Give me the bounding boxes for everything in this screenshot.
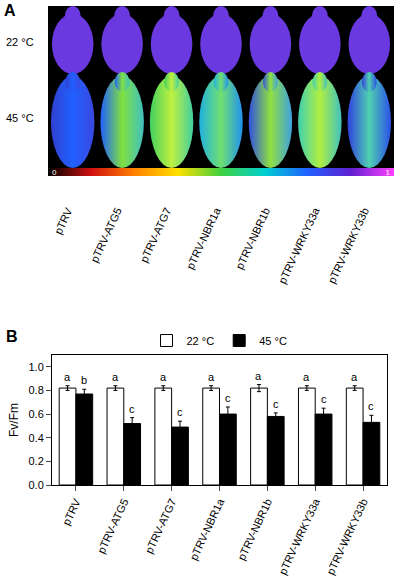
svg-text:a: a <box>303 371 310 383</box>
svg-text:a: a <box>160 371 167 383</box>
svg-text:a: a <box>64 371 71 383</box>
svg-text:0: 0 <box>52 168 57 177</box>
svg-text:pTRV-ATG5: pTRV-ATG5 <box>95 497 131 555</box>
svg-text:pTRV-WRKY33b: pTRV-WRKY33b <box>324 497 370 577</box>
svg-text:pTRV-ATG5: pTRV-ATG5 <box>88 206 124 264</box>
svg-text:a: a <box>208 371 215 383</box>
svg-text:0.2: 0.2 <box>29 455 44 467</box>
svg-text:pTRV-WRKY33a: pTRV-WRKY33a <box>276 496 322 576</box>
svg-text:pTRV-NBR1a: pTRV-NBR1a <box>184 205 223 271</box>
svg-text:1.0: 1.0 <box>29 361 44 373</box>
svg-text:1: 1 <box>386 168 391 177</box>
svg-text:B: B <box>6 328 18 345</box>
svg-text:c: c <box>273 398 279 410</box>
svg-text:c: c <box>177 406 183 418</box>
svg-text:Fv/Fm: Fv/Fm <box>7 403 21 437</box>
svg-text:a: a <box>255 370 262 382</box>
svg-text:0.8: 0.8 <box>29 384 44 396</box>
svg-text:0.4: 0.4 <box>29 432 44 444</box>
svg-text:pTRV-NBR1b: pTRV-NBR1b <box>235 497 274 562</box>
svg-text:b: b <box>81 374 87 386</box>
svg-text:pTRV-ATG7: pTRV-ATG7 <box>143 497 179 555</box>
svg-text:45 °C: 45 °C <box>259 335 287 347</box>
svg-text:pTRV-NBR1b: pTRV-NBR1b <box>233 206 272 271</box>
svg-text:22 °C: 22 °C <box>6 36 34 48</box>
svg-text:45 °C: 45 °C <box>6 112 34 124</box>
svg-text:0.6: 0.6 <box>29 408 44 420</box>
svg-text:c: c <box>368 400 374 412</box>
svg-text:pTRV: pTRV <box>60 496 83 527</box>
svg-text:c: c <box>225 392 231 404</box>
svg-text:22 °C: 22 °C <box>187 335 215 347</box>
svg-text:a: a <box>112 371 119 383</box>
svg-text:c: c <box>129 403 135 415</box>
svg-text:0.0: 0.0 <box>29 479 44 491</box>
svg-text:pTRV-NBR1a: pTRV-NBR1a <box>187 496 226 562</box>
svg-text:pTRV-WRKY33b: pTRV-WRKY33b <box>325 206 371 286</box>
svg-text:a: a <box>351 371 358 383</box>
svg-text:pTRV: pTRV <box>52 205 75 236</box>
svg-text:pTRV-ATG7: pTRV-ATG7 <box>138 206 174 264</box>
svg-text:c: c <box>321 393 327 405</box>
svg-text:A: A <box>4 2 16 19</box>
svg-text:pTRV-WRKY33a: pTRV-WRKY33a <box>276 205 322 285</box>
